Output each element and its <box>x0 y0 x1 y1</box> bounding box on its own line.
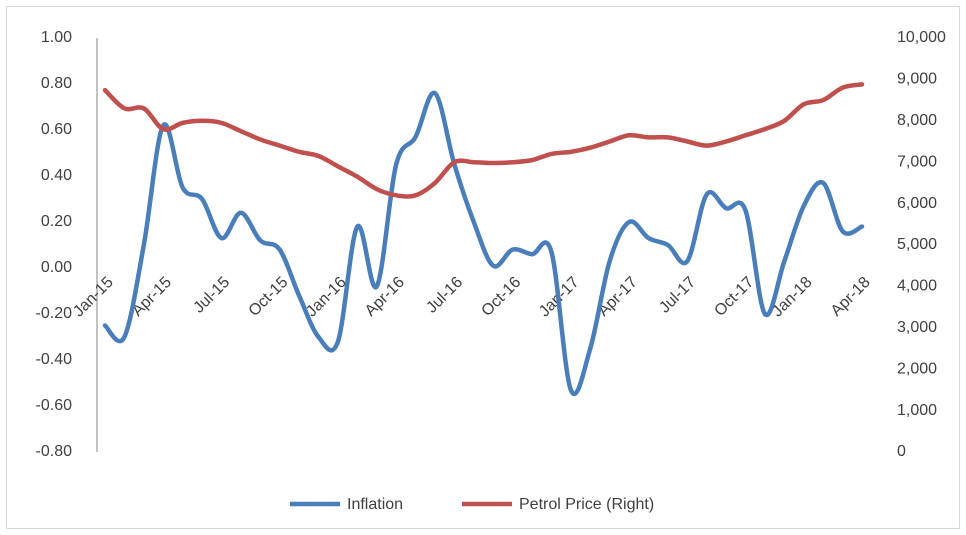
y2-tick-label: 6,000 <box>897 195 937 212</box>
y-tick-label: 0.80 <box>41 75 72 92</box>
y-tick-label: 0.20 <box>41 213 72 230</box>
y2-tick-label: 9,000 <box>897 71 937 88</box>
y2-tick-label: 0 <box>897 443 906 460</box>
data-line <box>102 90 865 396</box>
y2-tick-label: 4,000 <box>897 278 937 295</box>
chart-frame <box>6 6 960 529</box>
y-tick-label: -0.40 <box>36 351 73 368</box>
y2-tick-label: 7,000 <box>897 153 937 170</box>
y2-tick-label: 3,000 <box>897 319 937 336</box>
data-line <box>102 82 865 199</box>
legend-label: Inflation <box>347 496 403 513</box>
y2-tick-label: 5,000 <box>897 236 937 253</box>
y2-tick-label: 10,000 <box>897 29 946 46</box>
y-tick-label: 0.00 <box>41 259 72 276</box>
y-tick-label: -0.60 <box>36 397 73 414</box>
y2-tick-label: 2,000 <box>897 360 937 377</box>
y-tick-label: -0.80 <box>36 443 73 460</box>
y2-tick-label: 1,000 <box>897 402 937 419</box>
y-tick-label: 0.40 <box>41 167 72 184</box>
y2-tick-label: 8,000 <box>897 112 937 129</box>
y-tick-label: 1.00 <box>41 29 72 46</box>
legend-label: Petrol Price (Right) <box>519 496 654 513</box>
y-tick-label: -0.20 <box>36 305 73 322</box>
y-tick-label: 0.60 <box>41 121 72 138</box>
